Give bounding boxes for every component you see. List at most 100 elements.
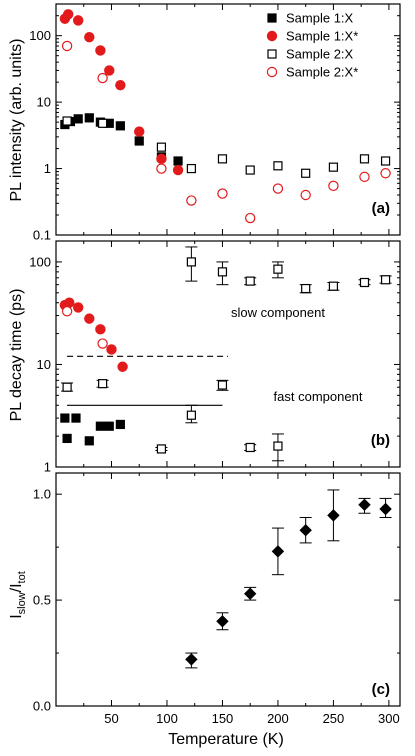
data-point (185, 653, 198, 666)
data-point (245, 442, 255, 453)
x-tick-label: 200 (267, 711, 289, 726)
panel-c-ylabel-sub1: slow (16, 592, 28, 614)
data-point (156, 153, 167, 165)
legend-marker (267, 49, 277, 59)
data-point (156, 163, 167, 174)
series-3 (62, 116, 391, 178)
y-tick-label: 0.1 (33, 228, 51, 243)
panel-1: 0.1 1 10 100 Sample 1:X Sample 1:X* Sample 2:X… (29, 3, 401, 243)
legend-label: Sample 1:X* (286, 29, 358, 44)
legend-label: Sample 1:X (286, 11, 354, 26)
panel-c-label: (c) (372, 681, 390, 698)
data-point (380, 275, 391, 285)
data-point (60, 413, 70, 423)
x-tick-label: 50 (104, 711, 118, 726)
legend: Sample 1:X Sample 1:X* Sample 2:X Sample 2:… (266, 11, 358, 80)
data-point (273, 264, 283, 274)
legend-marker (266, 30, 278, 42)
data-point (61, 40, 73, 52)
data-point (273, 441, 283, 451)
data-point (379, 502, 392, 516)
data-point (95, 421, 105, 431)
panel-c-ylabel-main: I (8, 614, 25, 618)
panel-b-label: (b) (371, 432, 390, 449)
y-tick-label: 1.0 (33, 487, 51, 502)
y-tick-label: 100 (29, 254, 51, 269)
data-point (358, 498, 371, 511)
data-point (134, 136, 144, 146)
data-point (300, 189, 311, 201)
panel-c-ylabel-mid: /I (8, 583, 25, 592)
data-point (299, 523, 312, 537)
panels-layer: 0.1 1 10 100 Sample 1:X Sample 1:X* Sample 2:X… (29, 3, 401, 726)
data-point (71, 413, 81, 423)
data-point (104, 65, 115, 76)
data-point (273, 161, 283, 171)
panel-a-ylabel: PL intensity (arb. units) (8, 38, 25, 201)
y-tick-label: 10 (37, 95, 51, 110)
panel-2: 1 10 100 (29, 240, 401, 475)
series-4 (185, 246, 392, 294)
x-axis-title: Temperature (K) (168, 731, 284, 748)
data-point (73, 114, 83, 124)
y-tick-label: 0.0 (33, 699, 51, 714)
data-point (244, 212, 256, 224)
series-2 (59, 9, 184, 176)
series-1 (60, 413, 125, 446)
fast-component-annotation: fast component (274, 389, 363, 404)
data-point (359, 154, 370, 164)
data-point (84, 313, 95, 324)
series-5 (61, 306, 108, 349)
data-point (186, 195, 197, 206)
x-tick-label: 250 (323, 711, 345, 726)
data-point (327, 509, 340, 522)
data-point (186, 257, 196, 267)
series-4 (61, 40, 391, 224)
data-point (245, 276, 255, 286)
panel-c-ylabel: Islow/Itot (8, 571, 28, 619)
data-point (301, 283, 311, 294)
data-point (328, 162, 339, 172)
data-point (328, 281, 339, 291)
series-3 (61, 379, 284, 462)
panel-b-ylabel: PL decay time (ps) (8, 289, 25, 422)
data-point (216, 615, 229, 628)
data-point (97, 338, 108, 349)
data-point (115, 419, 125, 430)
data-point (62, 116, 72, 126)
y-tick-label: 100 (29, 28, 51, 43)
data-point (380, 156, 391, 166)
data-point (272, 183, 284, 194)
y-tick-label: 1 (44, 161, 51, 176)
plot-frame (55, 472, 401, 707)
data-point (271, 545, 285, 558)
data-point (62, 433, 72, 444)
panel-3: 0.0 0.5 1.0 50 100 150 200 250 300 (33, 472, 401, 726)
data-point (301, 168, 311, 178)
x-tick-label: 100 (156, 711, 178, 726)
data-point (106, 344, 117, 355)
data-point (62, 382, 72, 392)
y-tick-label: 10 (37, 357, 51, 372)
data-point (64, 297, 75, 308)
data-point (134, 126, 145, 137)
data-point (97, 72, 108, 84)
data-point (156, 444, 167, 454)
panel-a-label: (a) (372, 200, 390, 217)
data-point (84, 436, 94, 446)
data-point (245, 165, 255, 175)
plot-frame (55, 240, 401, 468)
data-point (217, 380, 228, 390)
legend-marker (266, 66, 278, 78)
data-point (359, 277, 370, 288)
data-point (117, 361, 128, 372)
data-point (115, 121, 125, 131)
data-point (61, 306, 73, 317)
data-point (95, 45, 106, 56)
data-point (98, 118, 108, 128)
data-point (98, 379, 108, 389)
data-point (104, 118, 114, 128)
slow-component-annotation: slow component (231, 305, 325, 320)
data-point (63, 9, 74, 20)
